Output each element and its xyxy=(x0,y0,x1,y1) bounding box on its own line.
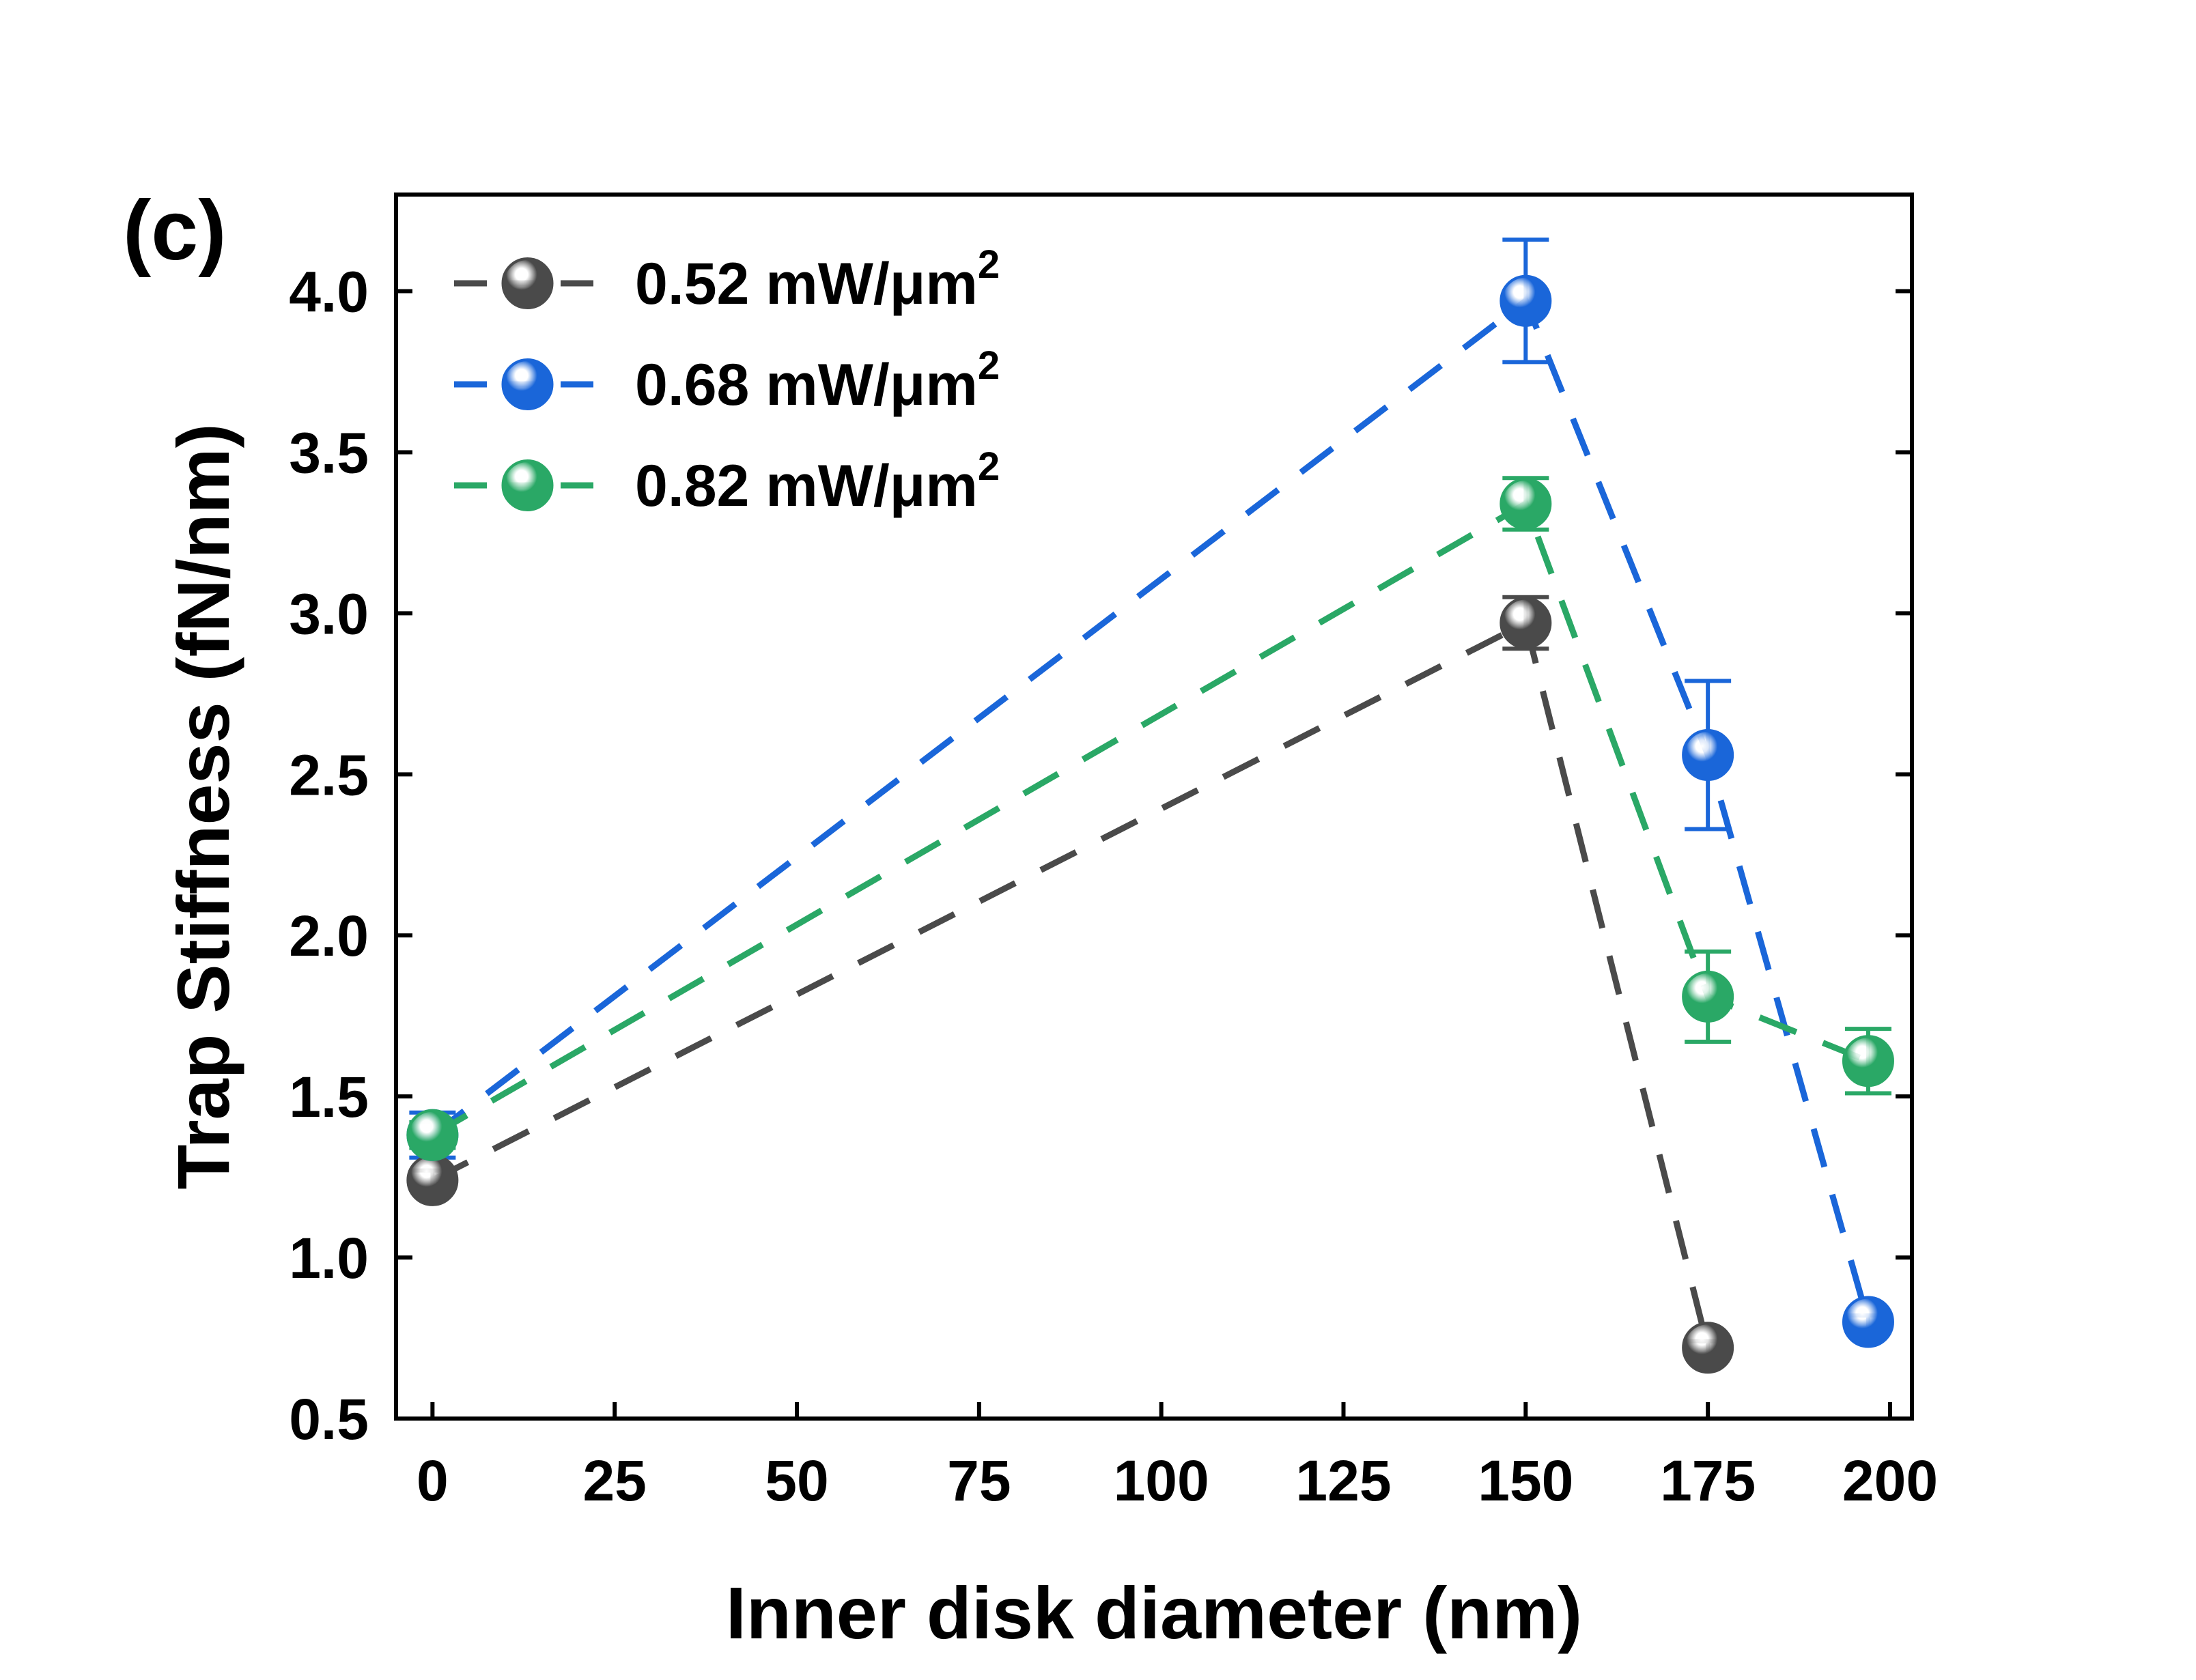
x-tick-label: 50 xyxy=(765,1449,828,1513)
legend-marker xyxy=(501,257,554,309)
y-tick-label: 3.5 xyxy=(289,421,369,485)
data-point xyxy=(1842,1296,1894,1348)
y-tick-label: 2.0 xyxy=(289,904,369,968)
y-axis-ticks: 0.5 1.0 1.5 2.0 2.5 3.0 3.5 4.0 xyxy=(289,260,1912,1451)
panel-label: (c) xyxy=(123,184,227,278)
data-point xyxy=(1682,1322,1734,1374)
x-tick-label: 150 xyxy=(1478,1449,1573,1513)
legend-label-text: 0.68 mW/μm xyxy=(635,352,978,418)
data-point xyxy=(1682,970,1734,1023)
x-axis-title: Inner disk diameter (nm) xyxy=(726,1571,1582,1654)
plot-frame xyxy=(394,193,1914,1421)
legend-label-superscript: 2 xyxy=(978,242,1000,287)
data-point xyxy=(406,1154,459,1206)
x-tick-label: 200 xyxy=(1842,1449,1938,1513)
y-tick-label: 1.5 xyxy=(289,1065,369,1129)
y-tick-label: 3.0 xyxy=(289,582,369,646)
x-tick-label: 175 xyxy=(1660,1449,1756,1513)
x-tick-label: 0 xyxy=(417,1449,449,1513)
data-markers xyxy=(406,274,1894,1374)
legend-marker xyxy=(501,358,554,410)
series-lines xyxy=(430,296,1872,1349)
x-tick-label: 75 xyxy=(947,1449,1011,1513)
y-tick-label: 4.0 xyxy=(289,260,369,324)
x-tick-label: 125 xyxy=(1295,1449,1391,1513)
y-tick-label: 0.5 xyxy=(289,1387,369,1451)
y-tick-label: 1.0 xyxy=(289,1226,369,1290)
legend-label-text: 0.82 mW/μm xyxy=(635,453,978,519)
x-tick-label: 25 xyxy=(582,1449,646,1513)
legend-label: 0.68 mW/μm2 xyxy=(635,343,1000,418)
data-point xyxy=(1842,1035,1894,1087)
x-axis-ticks: 0 25 50 75 100 125 150 175 200 xyxy=(417,1402,1938,1513)
data-point xyxy=(406,1109,459,1161)
data-point xyxy=(1682,729,1734,782)
legend-label-text: 0.52 mW/μm xyxy=(635,251,978,317)
legend-label-superscript: 2 xyxy=(978,343,1000,388)
series-line xyxy=(431,499,1870,1138)
x-tick-label: 100 xyxy=(1114,1449,1209,1513)
legend-marker xyxy=(501,459,554,511)
legend-label: 0.52 mW/μm2 xyxy=(635,242,1000,317)
y-axis-title: Trap Stiffness (fN/nm) xyxy=(162,423,244,1189)
data-point xyxy=(1500,597,1552,649)
legend-label: 0.82 mW/μm2 xyxy=(635,444,1000,519)
series-line xyxy=(431,618,1711,1349)
data-point xyxy=(1500,477,1552,530)
y-tick-label: 2.5 xyxy=(289,743,369,807)
legend-label-superscript: 2 xyxy=(978,444,1000,489)
data-point xyxy=(1500,274,1552,327)
series-line xyxy=(430,296,1872,1323)
